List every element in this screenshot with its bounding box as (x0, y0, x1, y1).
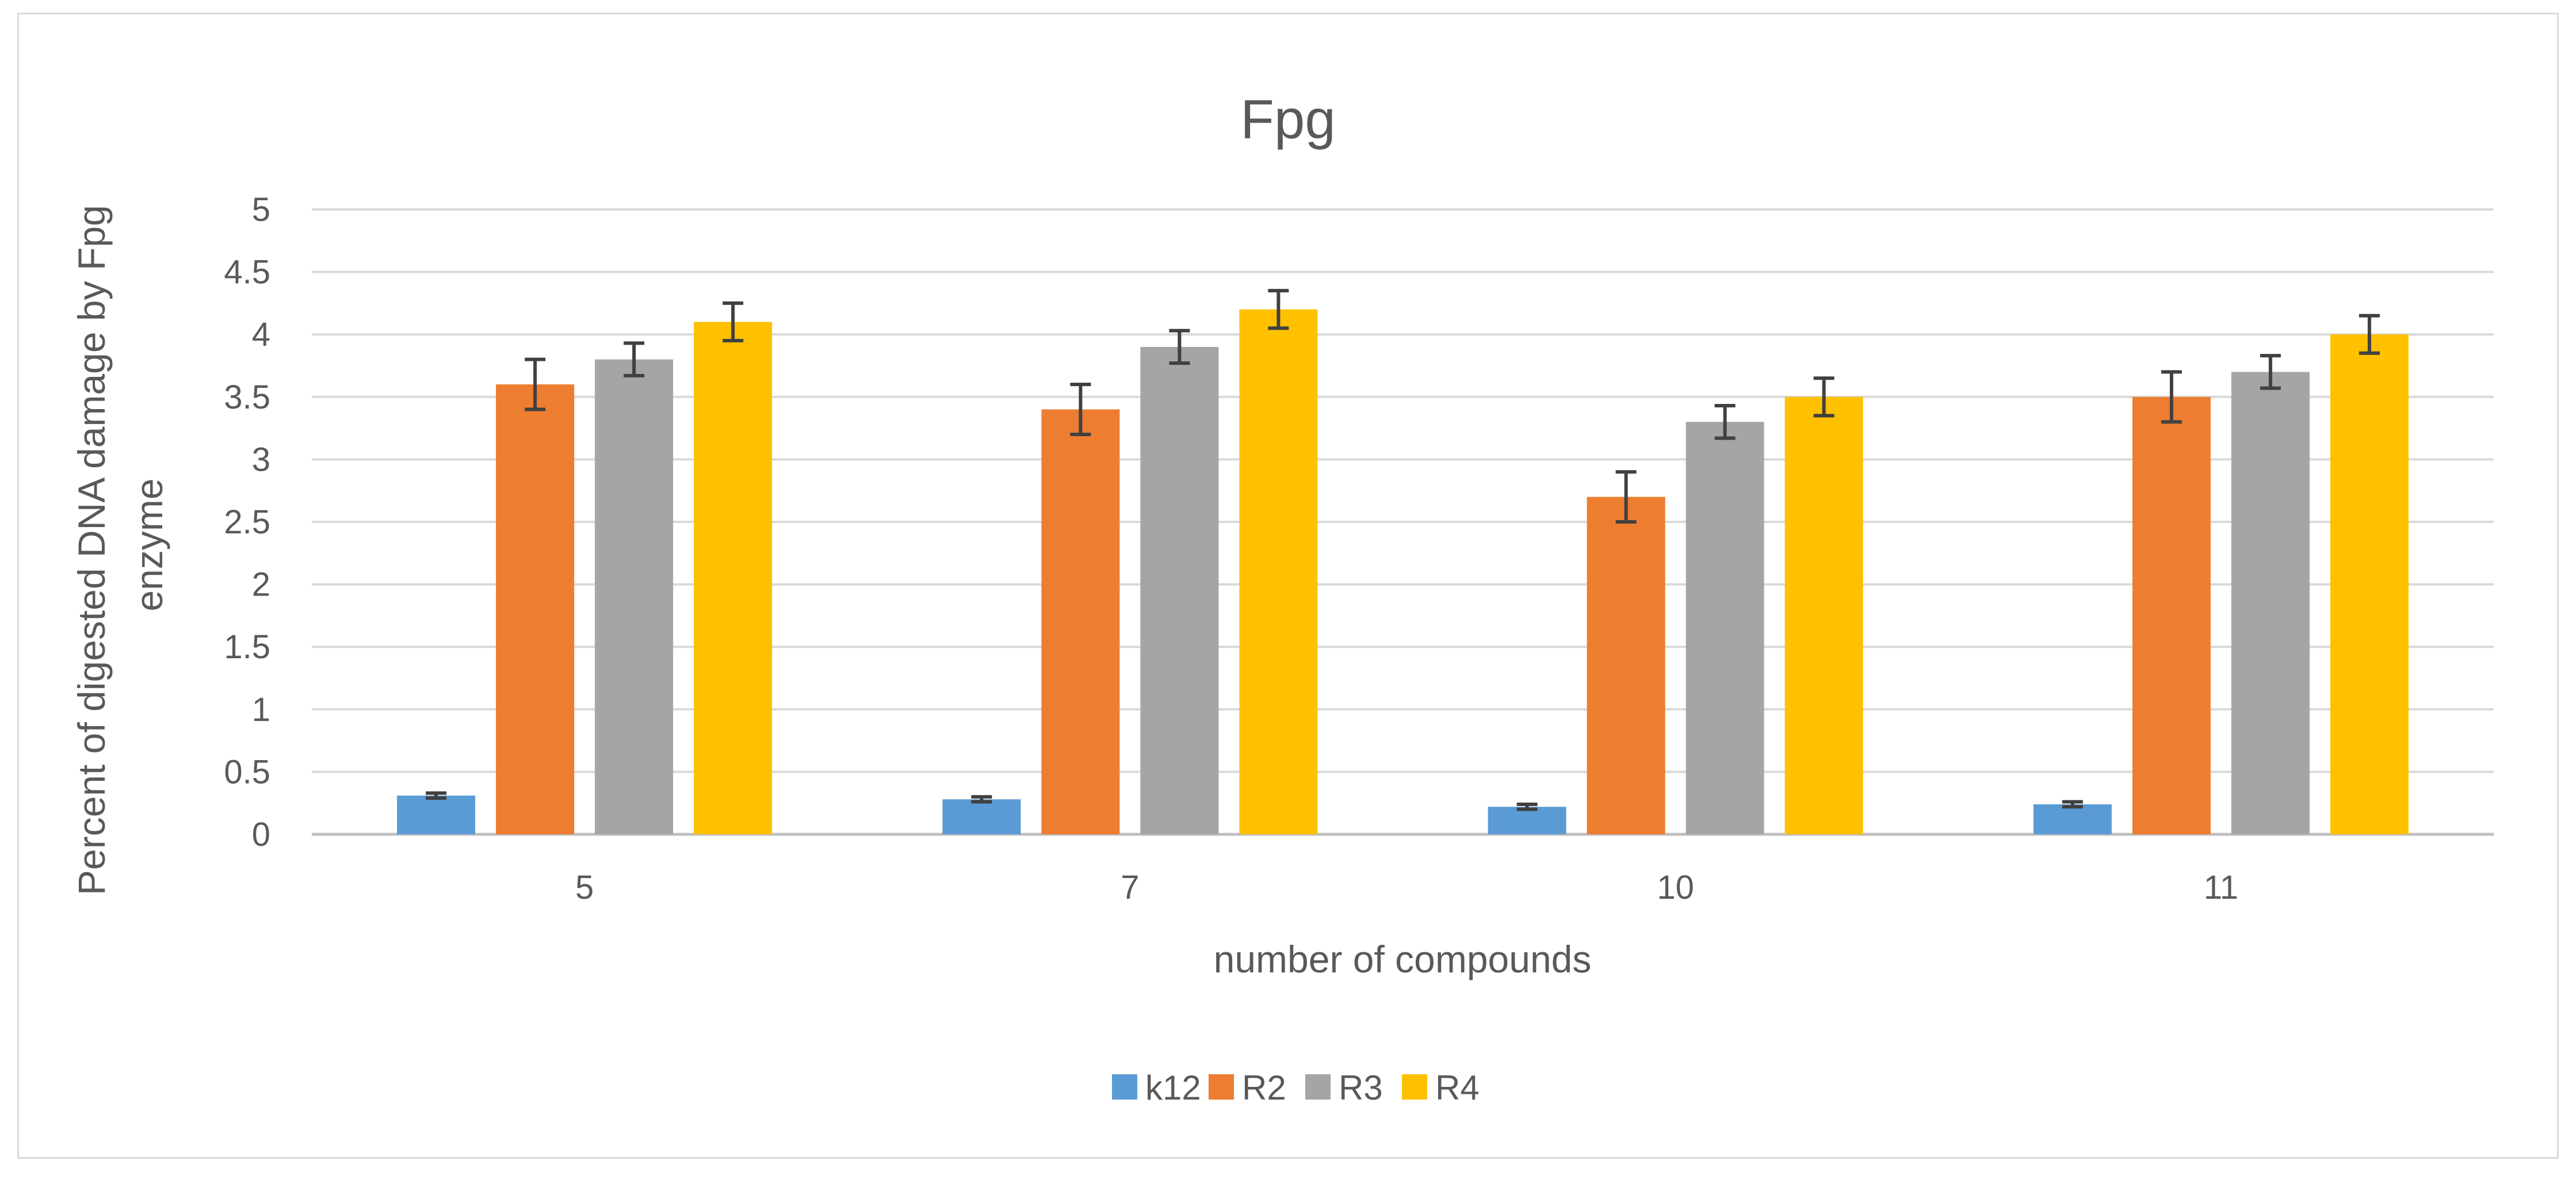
legend-swatch-k12 (1112, 1074, 1137, 1100)
bar-R2-5 (496, 384, 575, 834)
bar-k12-11 (2033, 804, 2112, 834)
x-axis-ticks: 5 7 10 11 (575, 869, 2238, 906)
legend-label-k12: k12 (1145, 1068, 1201, 1107)
y-axis-title-line-1: Percent of digested DNA damage by Fpg (70, 205, 113, 895)
gridlines (312, 208, 2494, 836)
y-tick-label: 1.5 (224, 628, 270, 666)
bar-k12-7 (942, 799, 1021, 834)
y-axis-title: Percent of digested DNA damage by Fpg en… (70, 194, 170, 895)
x-axis-title: number of compounds (1214, 938, 1592, 980)
bar-R3-5 (595, 359, 674, 834)
legend: k12 R2 R3 R4 (1112, 1068, 1480, 1107)
bar-R4-11 (2330, 334, 2409, 834)
y-tick-label: 4 (252, 316, 270, 353)
chart-title: Fpg (1240, 89, 1335, 150)
y-tick-label: 1 (252, 691, 270, 728)
y-tick-label: 3 (252, 441, 270, 478)
bar-R3-10 (1686, 422, 1764, 834)
y-tick-label: 3.5 (224, 379, 270, 416)
bar-R4-10 (1784, 396, 1863, 834)
y-tick-label: 2.5 (224, 503, 270, 541)
legend-label-R3: R3 (1339, 1068, 1383, 1107)
x-tick-label: 5 (575, 869, 594, 906)
y-tick-label: 0 (252, 816, 270, 853)
legend-swatch-R4 (1402, 1074, 1427, 1100)
y-tick-label: 2 (252, 566, 270, 604)
bar-k12-10 (1488, 807, 1566, 834)
x-tick-label: 10 (1657, 869, 1694, 906)
legend-swatch-R2 (1209, 1074, 1234, 1100)
bars (397, 309, 2409, 834)
bar-R2-7 (1041, 409, 1120, 834)
legend-label-R4: R4 (1435, 1068, 1480, 1107)
bar-R4-7 (1239, 309, 1318, 834)
y-tick-label: 5 (252, 191, 270, 228)
legend-swatch-R3 (1305, 1074, 1331, 1100)
y-tick-label: 4.5 (224, 254, 270, 291)
bar-R4-5 (694, 322, 773, 834)
bar-R2-11 (2132, 396, 2211, 834)
x-tick-label: 7 (1121, 869, 1139, 906)
y-tick-label: 0.5 (224, 753, 270, 791)
y-axis-ticks: 0 0.5 1 1.5 2 2.5 3 3.5 4 4.5 5 (224, 191, 270, 853)
error-bars (426, 289, 2380, 811)
bar-R3-11 (2231, 372, 2310, 834)
bar-k12-5 (397, 795, 476, 834)
legend-label-R2: R2 (1242, 1068, 1286, 1107)
bar-R2-10 (1587, 497, 1665, 834)
y-axis-title-line-2: enzyme (128, 478, 170, 611)
bar-R3-7 (1140, 346, 1219, 834)
x-tick-label: 11 (2204, 869, 2238, 906)
